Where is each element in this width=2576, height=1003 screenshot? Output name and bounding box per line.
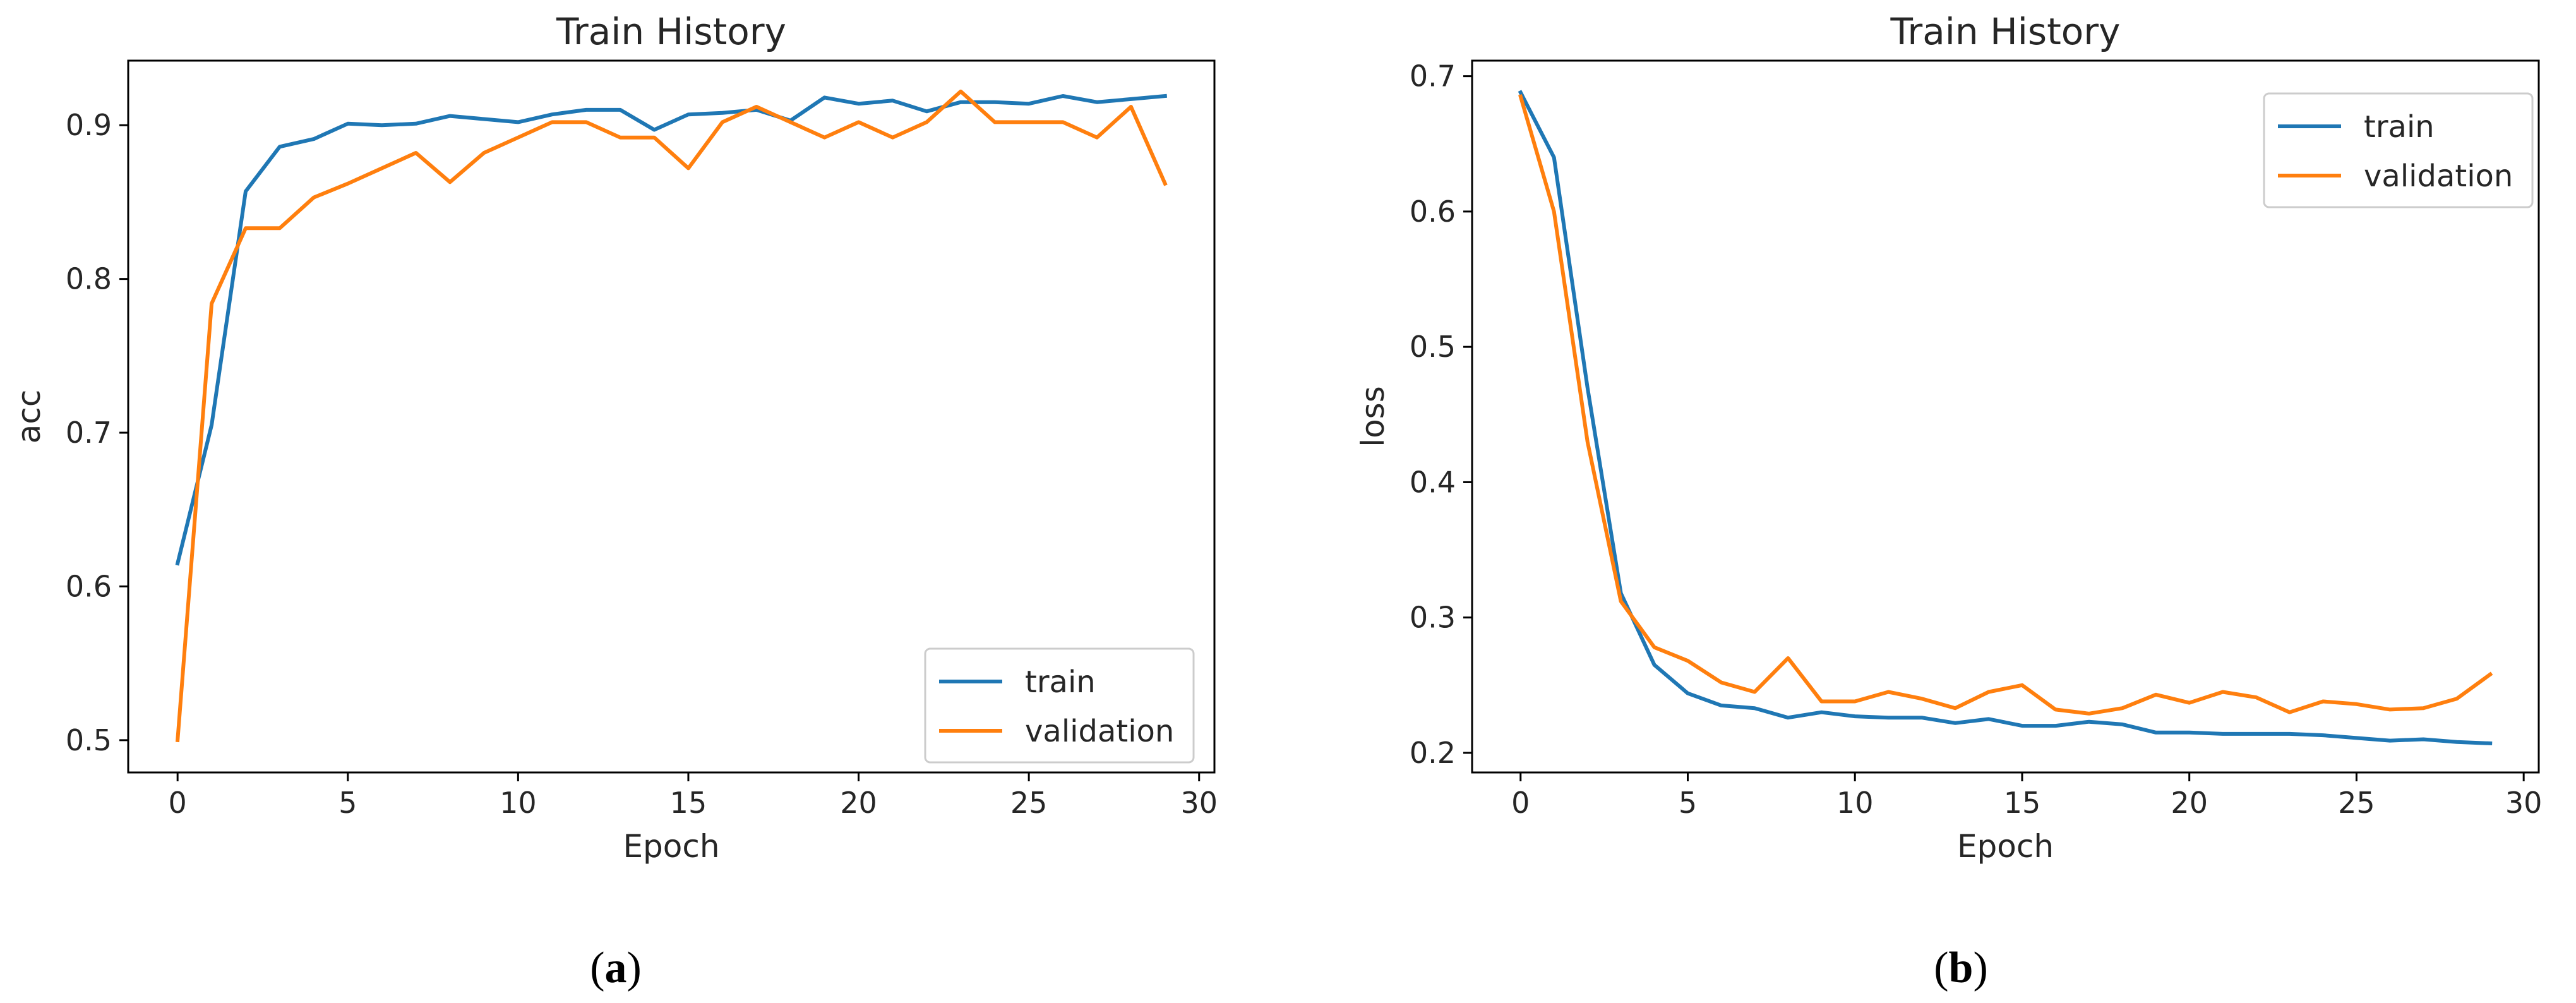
y-tick-label: 0.5 <box>66 723 112 757</box>
axes-frame <box>127 59 1216 774</box>
panel-caption: (b) <box>1934 944 1988 992</box>
legend-box <box>924 647 1195 764</box>
legend: train validation <box>2263 92 2534 208</box>
y-tick-label: 0.8 <box>66 262 112 296</box>
panel-caption: (a) <box>590 944 642 992</box>
x-tick-label: 15 <box>670 786 707 820</box>
legend-box <box>2263 92 2534 208</box>
x-tick-label: 20 <box>840 786 877 820</box>
y-tick-label: 0.5 <box>1410 330 1456 364</box>
chart-panel-a: Train History 0 5 10 15 20 25 30 0.5 0.6 0.7 0.8 0.9… <box>11 10 1218 992</box>
x-axis-label: Epoch <box>623 828 719 865</box>
chart-title: Train History <box>556 10 786 53</box>
y-tick-label: 0.2 <box>1410 736 1456 770</box>
legend-label-train: train <box>2364 109 2435 145</box>
x-tick-label: 30 <box>1180 786 1218 820</box>
legend-label-validation: validation <box>1025 714 1174 749</box>
series-line-validation <box>1518 94 2493 716</box>
x-tick-label: 15 <box>2004 786 2041 820</box>
y-tick-label: 0.9 <box>66 108 112 142</box>
y-tick-label: 0.3 <box>1410 601 1456 635</box>
x-tick-label: 5 <box>1679 786 1697 820</box>
x-tick-label: 10 <box>1836 786 1874 820</box>
chart-panel-b: Train History 0 5 10 15 20 25 30 0.2 0.3 0.4 0.5 0.6… <box>1355 10 2542 992</box>
y-tick-label: 0.7 <box>1410 59 1456 93</box>
y-axis-label: acc <box>11 390 47 444</box>
x-tick-label: 30 <box>2505 786 2543 820</box>
series-line-train <box>1518 90 2493 746</box>
y-tick-label: 0.6 <box>1410 195 1456 229</box>
x-tick-label: 25 <box>1010 786 1048 820</box>
x-tick-label: 0 <box>169 786 187 820</box>
x-tick-label: 20 <box>2171 786 2208 820</box>
chart-title: Train History <box>1890 10 2121 53</box>
legend-label-train: train <box>1025 664 1096 700</box>
series-line-train <box>175 93 1168 566</box>
legend-label-validation: validation <box>2364 159 2513 194</box>
x-tick-label: 0 <box>1511 786 1530 820</box>
y-tick-label: 0.6 <box>66 569 112 603</box>
series-line-validation <box>175 89 1168 743</box>
legend: train validation <box>924 647 1195 764</box>
x-axis-label: Epoch <box>1957 828 2054 865</box>
x-tick-label: 5 <box>338 786 357 820</box>
x-tick-label: 10 <box>500 786 537 820</box>
y-axis-label: loss <box>1355 386 1391 447</box>
y-tick-label: 0.4 <box>1410 465 1456 499</box>
axes-frame <box>1471 59 2540 774</box>
x-tick-label: 25 <box>2338 786 2375 820</box>
y-tick-label: 0.7 <box>66 416 112 450</box>
